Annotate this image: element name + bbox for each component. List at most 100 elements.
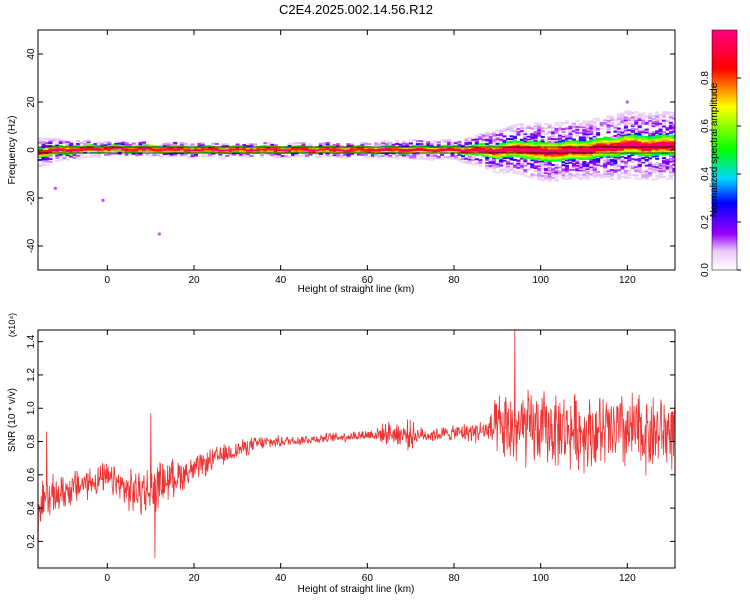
heatmap-cell — [478, 136, 483, 139]
heatmap-cell — [405, 148, 410, 151]
heatmap-cell — [568, 134, 573, 137]
heatmap-cell — [103, 143, 108, 146]
heatmap-cell — [76, 154, 81, 157]
heatmap-cell — [616, 116, 621, 119]
x-tick-label: 0 — [105, 573, 111, 584]
heatmap-cell — [131, 152, 136, 155]
heatmap-cell — [51, 137, 56, 140]
heatmap-cell — [596, 132, 601, 135]
heatmap-cell — [648, 170, 653, 173]
heatmap-cell — [55, 144, 60, 147]
heatmap-cell — [429, 144, 434, 147]
heatmap-cell — [454, 146, 459, 149]
heatmap-cell — [623, 135, 628, 138]
heatmap-cell — [554, 158, 559, 161]
heatmap-cell — [672, 146, 675, 149]
heatmap-cell — [655, 137, 660, 140]
heatmap-cell — [166, 148, 171, 151]
heatmap-cell — [592, 161, 597, 164]
heatmap-cell — [363, 142, 368, 145]
heatmap-cell — [662, 134, 667, 137]
heatmap-cell — [488, 156, 493, 159]
heatmap-cell — [405, 145, 410, 148]
heatmap-cell — [173, 147, 178, 150]
heatmap-cell — [502, 148, 507, 151]
heatmap-cell — [148, 148, 153, 151]
heatmap-cell — [662, 119, 667, 122]
heatmap-cell — [360, 148, 365, 151]
heatmap-cell — [350, 144, 355, 147]
heatmap-cell — [585, 130, 590, 133]
heatmap-cell — [509, 162, 514, 165]
heatmap-cell — [388, 154, 393, 157]
heatmap-cell — [121, 148, 126, 151]
heatmap-cell — [655, 150, 660, 153]
heatmap-cell — [284, 150, 289, 153]
heatmap-cell — [523, 143, 528, 146]
heatmap-cell — [523, 148, 528, 151]
heatmap-cell — [568, 155, 573, 158]
heatmap-cell — [655, 120, 660, 123]
heatmap-cell — [457, 148, 462, 151]
x-tick-label: 20 — [188, 573, 200, 584]
heatmap-cell — [426, 143, 431, 146]
heatmap-cell — [530, 150, 535, 153]
heatmap-cell — [616, 117, 621, 120]
heatmap-cell — [655, 167, 660, 170]
heatmap-cell — [162, 144, 167, 147]
heatmap-cell — [616, 133, 621, 136]
colorbar-ticks: 0.00.20.40.60.8 — [700, 71, 741, 277]
heatmap-cell — [509, 154, 514, 157]
heatmap-cell — [110, 145, 115, 148]
heatmap-cell — [575, 128, 580, 131]
heatmap-cell — [665, 128, 670, 131]
heatmap-cell — [173, 143, 178, 146]
heatmap-cell — [592, 134, 597, 137]
heatmap-cell — [492, 156, 497, 159]
heatmap-cell — [634, 124, 639, 127]
heatmap-cell — [204, 149, 209, 152]
heatmap-cell — [315, 147, 320, 150]
heatmap-cell — [554, 129, 559, 132]
heatmap-cell — [641, 151, 646, 154]
heatmap-cell — [620, 158, 625, 161]
heatmap-cell — [450, 154, 455, 157]
heatmap-cell — [512, 164, 517, 167]
heatmap-cell — [599, 175, 604, 178]
heatmap-cell — [398, 146, 403, 149]
heatmap-cell — [343, 156, 348, 159]
heatmap-cell — [644, 115, 649, 118]
heatmap-cell — [533, 125, 538, 128]
heatmap-cell — [187, 156, 192, 159]
heatmap-cell — [596, 142, 601, 145]
heatmap-cell — [610, 172, 615, 175]
heatmap-cell — [69, 146, 74, 149]
heatmap-cell — [575, 143, 580, 146]
heatmap-cell — [166, 144, 171, 147]
heatmap-cell — [152, 155, 157, 158]
heatmap-cell — [117, 142, 122, 145]
heatmap-cell — [391, 148, 396, 151]
heatmap-cell — [412, 154, 417, 157]
heatmap-cell — [419, 143, 424, 146]
heatmap-cell — [194, 150, 199, 153]
heatmap-cell — [492, 147, 497, 150]
heatmap-cell — [585, 166, 590, 169]
heatmap-cell — [270, 148, 275, 151]
heatmap-cell — [610, 140, 615, 143]
heatmap-cell — [596, 175, 601, 178]
heatmap-cell — [540, 167, 545, 170]
heatmap-cell — [530, 127, 535, 130]
heatmap-cell — [551, 171, 556, 174]
heatmap-cell — [526, 162, 531, 165]
heatmap-cell — [627, 165, 632, 168]
heatmap-cell — [336, 147, 341, 150]
heatmap-cell — [273, 144, 278, 147]
heatmap-cell — [62, 140, 67, 143]
heatmap-cell — [658, 174, 663, 177]
heatmap-cell — [530, 143, 535, 146]
heatmap-cell — [568, 148, 573, 151]
heatmap-cell — [506, 153, 511, 156]
chart-title: C2E4.2025.002.14.56.R12 — [279, 2, 433, 17]
heatmap-cell — [630, 152, 635, 155]
